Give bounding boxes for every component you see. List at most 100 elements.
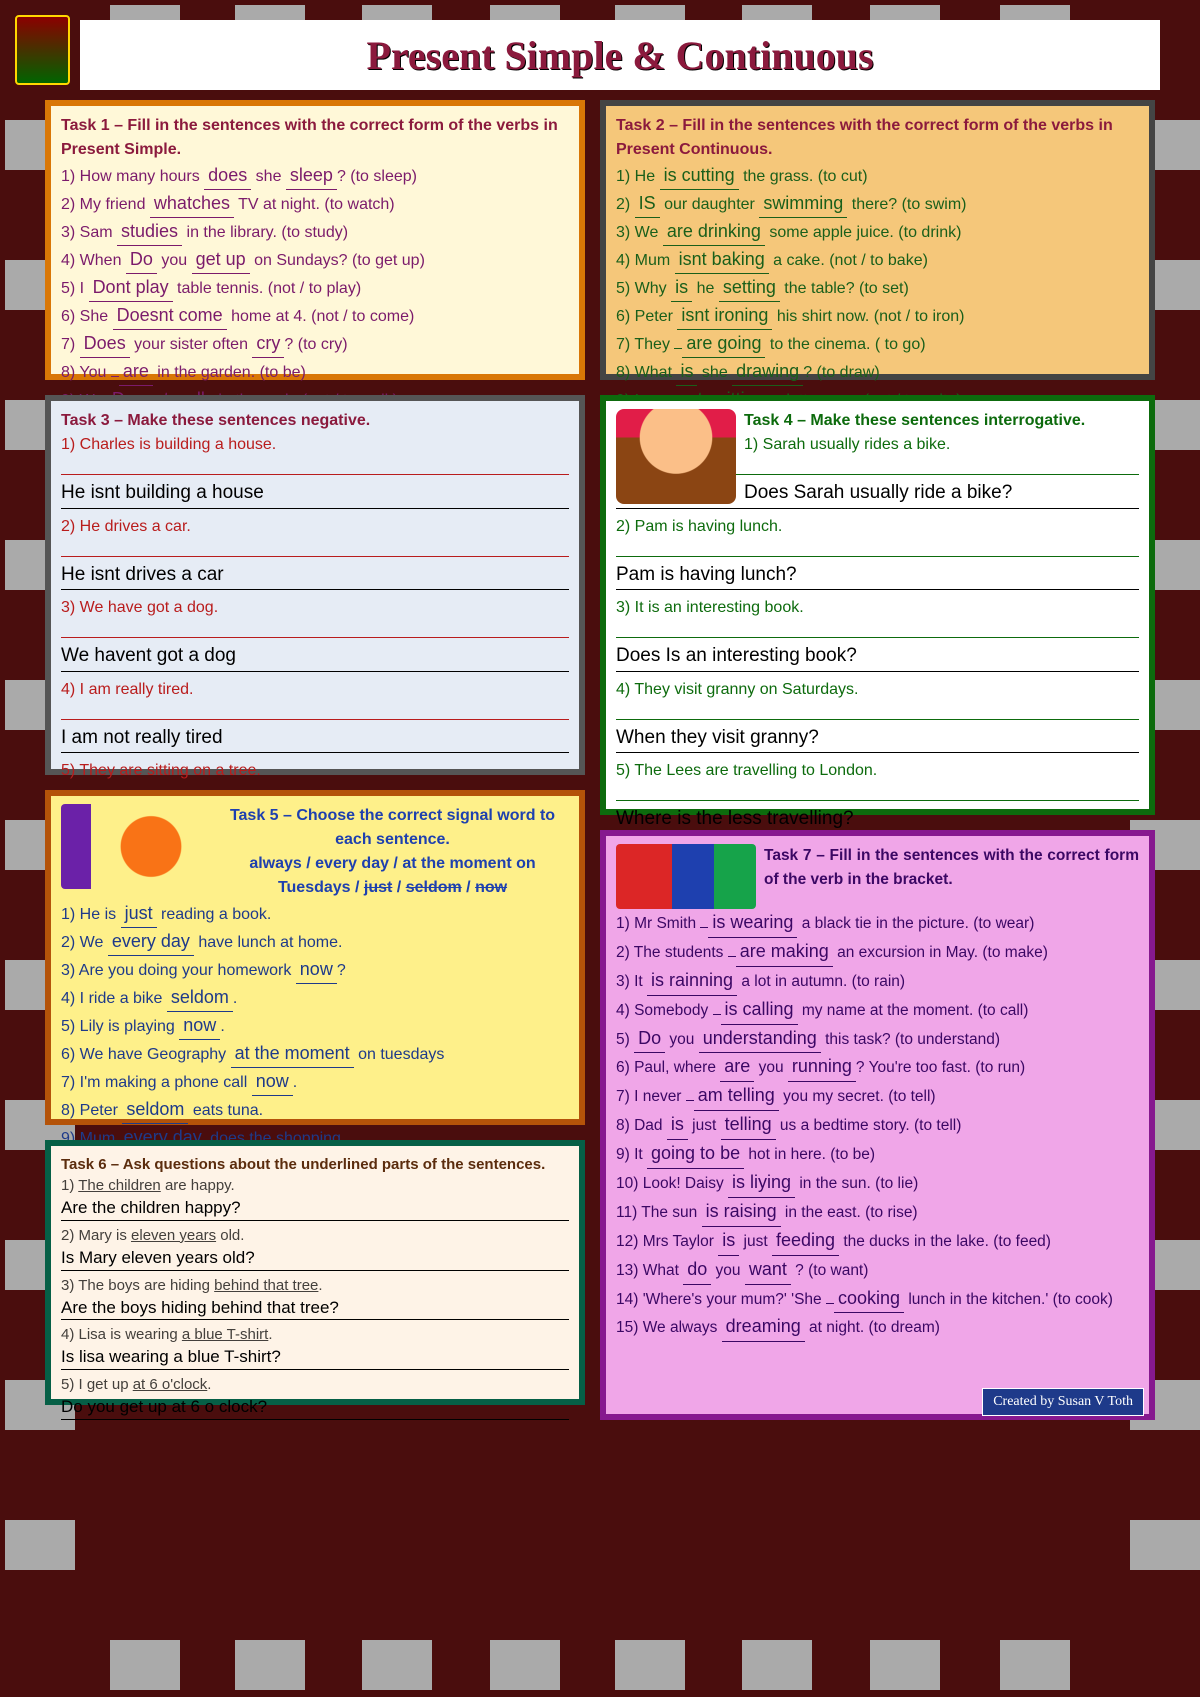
answer-blank[interactable]: at the moment (231, 1040, 354, 1068)
answer-blank[interactable] (686, 1100, 694, 1101)
question-row: 9) It going to be hot in here. (to be) (616, 1140, 1139, 1169)
answer-line[interactable]: He isnt building a house (61, 479, 569, 509)
question-row: 4) Somebody is calling my name at the mo… (616, 996, 1139, 1025)
answer-blank[interactable]: get up (192, 246, 250, 274)
answer-line[interactable]: Do you get up at 6 o clock? (61, 1395, 569, 1420)
answer-line[interactable]: I am not really tired (61, 724, 569, 754)
answer-line[interactable]: We havent got a dog (61, 642, 569, 672)
question-row: 10) Look! Daisy is liying in the sun. (t… (616, 1169, 1139, 1198)
answer-blank[interactable]: is calling (721, 996, 798, 1025)
answer-blank[interactable] (728, 956, 736, 957)
question-row: 1) Mr Smith is wearing a black tie in th… (616, 909, 1139, 938)
answer-blank[interactable]: is cutting (660, 162, 739, 190)
answer-blank[interactable]: are (720, 1053, 754, 1082)
answer-blank[interactable]: seldom (167, 984, 233, 1012)
answer-blank[interactable]: swimming (759, 190, 847, 218)
answer-blank[interactable]: are drinking (663, 218, 765, 246)
answer-line[interactable]: Are the children happy? (61, 1196, 569, 1221)
answer-blank[interactable]: running (788, 1053, 856, 1082)
answer-blank[interactable]: now (296, 956, 337, 984)
blank-line (61, 620, 569, 638)
answer-blank[interactable]: whatches (150, 190, 234, 218)
answer-blank[interactable]: feeding (772, 1227, 839, 1256)
answer-blank[interactable]: Do (126, 246, 157, 274)
answer-blank[interactable]: telling (721, 1111, 776, 1140)
answer-blank[interactable]: every day (108, 928, 194, 956)
question-row: 4) I ride a bike seldom. (61, 984, 569, 1012)
question-row: 14) 'Where's your mum?' 'She cooking lun… (616, 1285, 1139, 1314)
answer-blank[interactable]: cooking (834, 1285, 904, 1314)
answer-blank[interactable]: seldom (122, 1096, 188, 1124)
answer-blank[interactable]: is (671, 274, 692, 302)
task-1: Task 1 – Fill in the sentences with the … (45, 100, 585, 380)
question-row: 6) Peter isnt ironing his shirt now. (no… (616, 302, 1139, 330)
question-row: 6) We have Geography at the moment on tu… (61, 1040, 569, 1068)
answer-blank[interactable]: Doesnt come (113, 302, 227, 330)
question-row: 3) Sam studies in the library. (to study… (61, 218, 569, 246)
prompt-text: 3) It is an interesting book. (616, 596, 1139, 620)
answer-blank[interactable]: cry (252, 330, 284, 358)
answer-blank[interactable]: do (683, 1256, 711, 1285)
question-row: 6) Paul, where are you running? You're t… (616, 1053, 1139, 1082)
answer-blank[interactable]: is (718, 1227, 739, 1256)
answer-blank[interactable]: studies (117, 218, 182, 246)
answer-blank[interactable]: understanding (699, 1025, 821, 1054)
answer-blank[interactable]: does (204, 162, 251, 190)
answer-blank[interactable]: isnt baking (675, 246, 769, 274)
answer-blank[interactable]: is raising (702, 1198, 781, 1227)
answer-blank[interactable] (111, 376, 119, 377)
girl-illustration (61, 804, 211, 889)
question-row: 3) It is rainning a lot in autumn. (to r… (616, 967, 1139, 996)
answer-line[interactable]: Is Mary eleven years old? (61, 1246, 569, 1271)
question-row: 7) I never am telling you my secret. (to… (616, 1082, 1139, 1111)
question-row: 7) They are going to the cinema. ( to go… (616, 330, 1139, 358)
answer-blank[interactable]: sleep (286, 162, 337, 190)
answer-blank[interactable]: going to be (647, 1140, 744, 1169)
answer-blank[interactable]: is wearing (708, 909, 797, 938)
blank-line (616, 702, 1139, 720)
answer-blank[interactable]: IS (635, 190, 660, 218)
answer-blank[interactable]: is liying (728, 1169, 795, 1198)
answer-line[interactable]: Pam is having lunch? (616, 561, 1139, 591)
answer-blank[interactable]: drawing (732, 358, 803, 386)
answer-blank[interactable]: isnt ironing (677, 302, 772, 330)
answer-blank[interactable]: dreaming (722, 1313, 805, 1342)
answer-blank[interactable]: Dont play (89, 274, 173, 302)
prompt-text: 3) The boys are hiding behind that tree. (61, 1275, 569, 1296)
answer-blank[interactable]: just (121, 900, 157, 928)
question-row: 8) You are in the garden. (to be) (61, 358, 569, 386)
question-row: 2) IS our daughter swimming there? (to s… (616, 190, 1139, 218)
answer-blank[interactable] (700, 927, 708, 928)
answer-blank[interactable]: am telling (694, 1082, 779, 1111)
answer-blank[interactable]: are (119, 358, 153, 386)
answer-blank[interactable]: are making (736, 938, 833, 967)
question-row: 2) We every day have lunch at home. (61, 928, 569, 956)
answer-blank[interactable] (713, 1014, 721, 1015)
answer-blank[interactable]: now (179, 1012, 220, 1040)
answer-blank[interactable]: is (676, 358, 697, 386)
answer-blank[interactable]: setting (719, 274, 780, 302)
answer-blank[interactable]: are going (682, 330, 765, 358)
prompt-text: 3) We have got a dog. (61, 596, 569, 620)
answer-blank[interactable]: is rainning (647, 967, 737, 996)
answer-blank[interactable]: Does (80, 330, 130, 358)
answer-blank[interactable]: now (252, 1068, 293, 1096)
question-row: 5) Do you understanding this task? (to u… (616, 1025, 1139, 1054)
prompt-text: 2) He drives a car. (61, 515, 569, 539)
answer-line[interactable]: Does Is an interesting book? (616, 642, 1139, 672)
page-title: Present Simple & Continuous (366, 32, 873, 79)
answer-line[interactable]: He isnt drives a car (61, 561, 569, 591)
answer-blank[interactable] (826, 1303, 834, 1304)
question-row: 5) Lily is playing now. (61, 1012, 569, 1040)
header: Present Simple & Continuous (80, 20, 1160, 90)
prompt-text: 2) Pam is having lunch. (616, 515, 1139, 539)
question-row: 2) The students are making an excursion … (616, 938, 1139, 967)
answer-blank[interactable]: want (745, 1256, 791, 1285)
answer-blank[interactable] (674, 348, 682, 349)
answer-line[interactable]: Is lisa wearing a blue T-shirt? (61, 1345, 569, 1370)
answer-blank[interactable]: Do (634, 1025, 665, 1054)
question-row: 7) Does your sister often cry? (to cry) (61, 330, 569, 358)
answer-blank[interactable]: is (667, 1111, 688, 1140)
answer-line[interactable]: When they visit granny? (616, 724, 1139, 754)
answer-line[interactable]: Are the boys hiding behind that tree? (61, 1296, 569, 1321)
